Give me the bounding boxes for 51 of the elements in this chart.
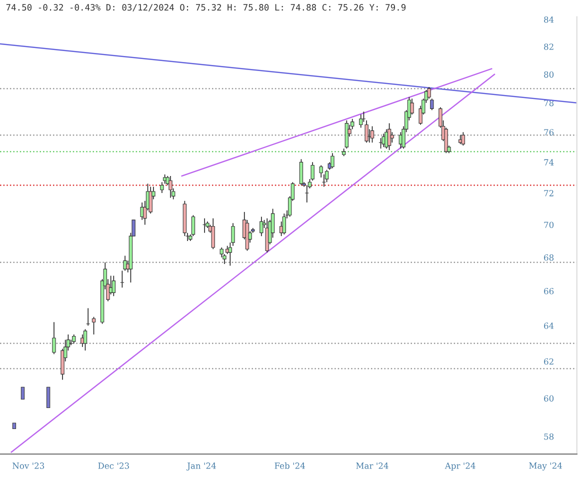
candlestick xyxy=(324,169,329,183)
candlestick xyxy=(160,182,164,194)
candlestick xyxy=(410,98,414,115)
candlestick xyxy=(390,132,394,143)
candlestick xyxy=(305,184,309,203)
candlestick xyxy=(92,316,96,335)
candlestick xyxy=(330,152,334,169)
candlestick xyxy=(123,255,127,272)
candlestick xyxy=(370,126,374,143)
y-tick-label: 66 xyxy=(544,288,554,294)
y-tick-label: 76 xyxy=(544,129,554,136)
y-tick-label: 62 xyxy=(544,358,554,365)
candlestick xyxy=(299,158,304,186)
y-tick-label: 60 xyxy=(544,395,554,402)
candlestick xyxy=(52,322,56,355)
candlestick xyxy=(168,176,172,198)
x-tick-label: Feb '24 xyxy=(274,462,305,469)
x-tick-label: Apr '24 xyxy=(444,462,476,470)
y-tick-label: 80 xyxy=(544,71,554,78)
candlestick xyxy=(344,120,349,149)
candlestick xyxy=(378,138,383,149)
x-tick-label: Mar '24 xyxy=(356,462,388,469)
x-tick-label: Nov '23 xyxy=(12,462,44,469)
y-tick-label: 72 xyxy=(544,190,554,196)
candlestick xyxy=(120,270,124,288)
y-tick-label: 74 xyxy=(544,159,554,166)
candlestick xyxy=(282,213,286,235)
x-tick-label: Dec '23 xyxy=(98,462,129,469)
candlestick xyxy=(387,122,392,150)
y-tick-label: 64 xyxy=(544,322,554,329)
x-tick-label: May '24 xyxy=(529,462,562,470)
candlestick xyxy=(46,386,50,408)
candlestick xyxy=(322,174,326,188)
candlestick xyxy=(461,132,466,146)
candlestick xyxy=(319,164,323,178)
candlestick xyxy=(211,218,215,250)
candlestick xyxy=(83,328,88,351)
candlestick xyxy=(427,86,431,100)
y-tick-label: 82 xyxy=(544,44,554,50)
candlestick xyxy=(112,275,116,297)
candlestick xyxy=(362,111,366,122)
y-tick-label: 70 xyxy=(544,222,554,228)
y-tick-label: 58 xyxy=(544,433,554,440)
candlestick xyxy=(162,174,167,184)
chart-subtitle: 74.50 -0.32 -0.43% D: 03/12/2024 O: 75.32 H: 75.80 L: 74.88 C: 75.26 Y: 79.9 xyxy=(6,4,406,12)
candlestick xyxy=(430,98,434,111)
candlestick xyxy=(20,386,25,400)
y-tick-label: 84 xyxy=(544,16,554,23)
x-tick-label: Jan '24 xyxy=(186,462,216,470)
candlestick xyxy=(86,308,90,326)
y-tick-label: 68 xyxy=(544,254,554,261)
